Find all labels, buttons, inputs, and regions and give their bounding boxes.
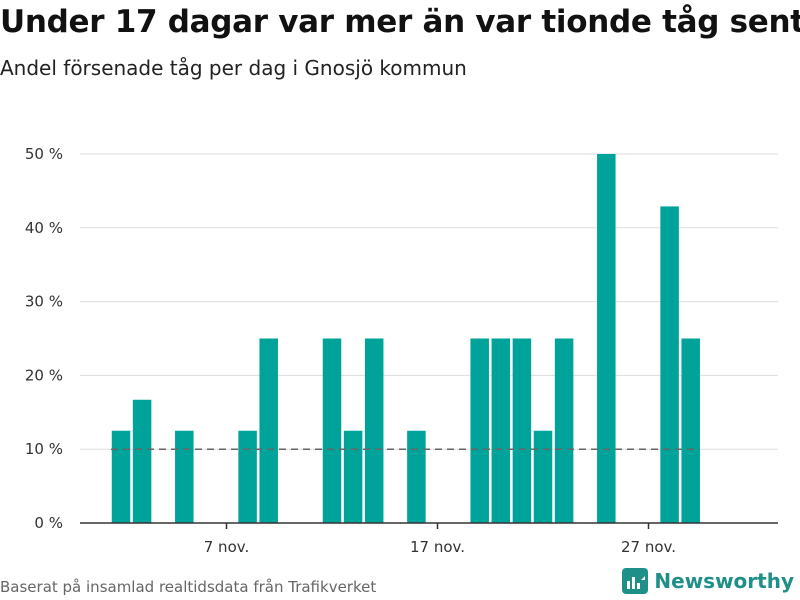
bar <box>491 338 511 523</box>
bar <box>364 338 384 523</box>
bar-chart-logo-icon <box>622 568 649 594</box>
x-axis-ticks: 7 nov. 17 nov. 27 nov. <box>204 523 676 556</box>
bar <box>660 206 679 523</box>
chart-subtitle: Andel försenade tåg per dag i Gnosjö kom… <box>0 56 467 80</box>
y-tick-label: 30 % <box>25 293 63 311</box>
brand-logo: Newsworthy <box>622 568 794 594</box>
bar <box>343 430 363 523</box>
x-tick-label: 7 nov. <box>204 538 249 556</box>
bar <box>533 430 553 523</box>
bar <box>132 399 152 523</box>
bar <box>407 430 426 523</box>
x-tick-label: 17 nov. <box>410 538 465 556</box>
y-axis-ticks: 0 % 10 % 20 % 30 % 40 % 50 % <box>25 145 63 532</box>
bar <box>111 430 131 523</box>
y-tick-label: 10 % <box>25 440 63 458</box>
bar <box>470 338 489 523</box>
chart-title: Under 17 dagar var mer än var tionde tåg… <box>0 4 800 40</box>
y-tick-label: 40 % <box>25 219 63 237</box>
y-tick-label: 50 % <box>25 145 63 163</box>
x-tick-label: 27 nov. <box>621 538 676 556</box>
y-tick-label: 0 % <box>34 514 63 532</box>
bar <box>322 338 342 523</box>
source-note: Baserat på insamlad realtidsdata från Tr… <box>0 578 377 596</box>
bar <box>175 430 194 523</box>
bar <box>512 338 532 523</box>
bars <box>111 154 700 523</box>
bar <box>681 338 700 523</box>
bar <box>554 338 574 523</box>
brand-name: Newsworthy <box>654 569 794 593</box>
y-tick-label: 20 % <box>25 366 63 384</box>
bar <box>238 430 257 523</box>
bar <box>259 338 278 523</box>
bar <box>597 154 616 523</box>
